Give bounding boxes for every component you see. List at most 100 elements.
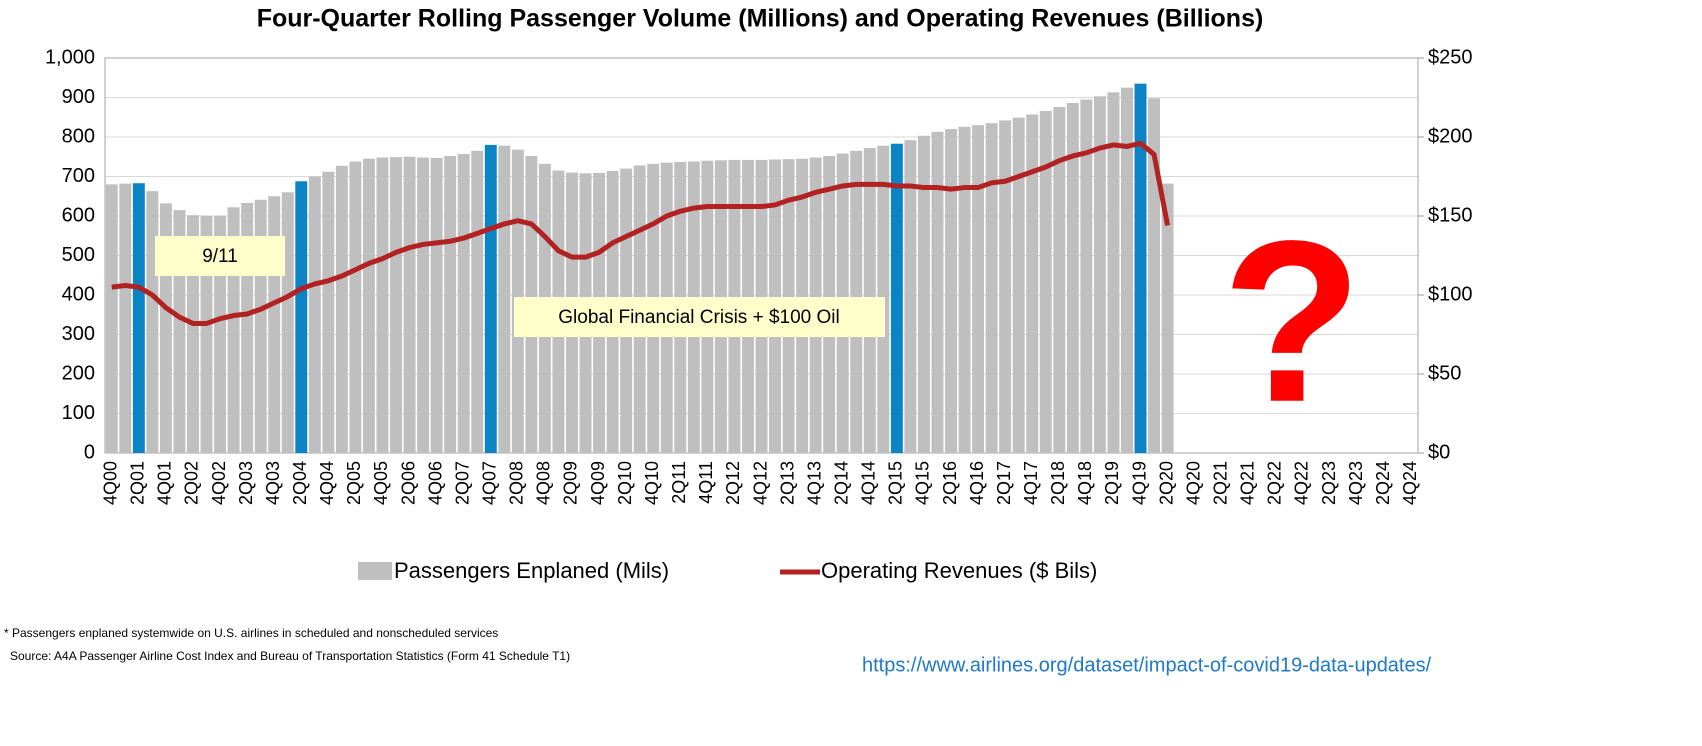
x-tick-label: 4Q10: [642, 461, 662, 505]
x-tick-label: 4Q05: [371, 461, 391, 505]
bar: [322, 171, 335, 453]
x-tick-label: 2Q03: [236, 461, 256, 505]
x-tick-label: 2Q17: [994, 461, 1014, 505]
y2-tick-label: $100: [1428, 283, 1473, 305]
x-tick-label: 2Q11: [669, 461, 689, 504]
x-tick-label: 2Q14: [831, 461, 851, 505]
bar: [119, 183, 132, 454]
x-tick-label: 4Q01: [155, 461, 175, 505]
y2-tick-label: $150: [1428, 204, 1473, 226]
x-tick-label: 2Q01: [128, 461, 148, 505]
x-tick-label: 4Q11: [696, 461, 716, 504]
bar: [335, 165, 348, 453]
bar: [1053, 106, 1066, 453]
x-tick-label: 2Q16: [940, 461, 960, 505]
x-tick-label: 2Q09: [561, 461, 581, 505]
x-tick-label: 2Q06: [398, 461, 418, 505]
x-tick-label: 4Q04: [317, 461, 337, 505]
x-tick-label: 4Q08: [534, 461, 554, 505]
bar: [295, 181, 308, 454]
y2-tick-label: $0: [1428, 441, 1450, 463]
x-tick-label: 2Q20: [1156, 461, 1176, 505]
bar: [349, 161, 362, 454]
x-tick-label: 2Q02: [182, 461, 202, 505]
bar: [132, 183, 145, 453]
bar: [268, 196, 281, 453]
bar: [214, 215, 227, 453]
bar: [1012, 117, 1025, 454]
annotation-box: [514, 297, 885, 337]
y-tick-label: 700: [62, 165, 95, 187]
bar: [227, 207, 240, 453]
bar: [1039, 110, 1052, 454]
x-tick-label: 4Q24: [1400, 461, 1420, 505]
bar: [1093, 96, 1106, 453]
x-tick-label: 2Q10: [615, 461, 635, 505]
x-tick-label: 4Q12: [750, 461, 770, 505]
x-tick-label: 2Q23: [1319, 461, 1339, 505]
y-tick-label: 800: [62, 125, 95, 147]
bar: [403, 156, 416, 453]
x-tick-label: 4Q07: [480, 461, 500, 505]
y2-tick-label: $50: [1428, 362, 1461, 384]
x-tick-label: 4Q06: [425, 461, 445, 505]
y-tick-label: 1,000: [45, 46, 95, 68]
line: [111, 140, 1171, 326]
x-tick-label: 4Q14: [859, 461, 879, 505]
bar: [105, 184, 118, 453]
x-tick-label: 4Q22: [1292, 461, 1312, 505]
y-tick-label: 400: [62, 283, 95, 305]
bar: [281, 192, 294, 454]
y-tick-label: 100: [62, 402, 95, 424]
x-tick-label: 4Q17: [1021, 461, 1041, 505]
bar: [241, 202, 254, 453]
y2-tick-label: $250: [1428, 46, 1473, 68]
x-tick-label: 2Q05: [344, 461, 364, 505]
legend-swatch: [358, 562, 392, 580]
bar: [471, 150, 484, 453]
bar: [945, 129, 957, 453]
bar: [985, 123, 998, 454]
bar: [1066, 103, 1079, 453]
annotation-box: [155, 236, 285, 276]
bar: [904, 140, 917, 453]
x-tick-label: 4Q18: [1075, 461, 1095, 505]
x-tick-label: 2Q13: [777, 461, 797, 505]
bar: [254, 199, 267, 453]
bar: [159, 203, 172, 453]
bar: [1121, 87, 1133, 453]
x-tick-label: 2Q22: [1265, 461, 1285, 505]
bar: [1134, 83, 1147, 454]
annotation: Global Financial Crisis + $100 Oil: [558, 307, 839, 328]
bar: [1107, 92, 1120, 454]
x-tick-label: 2Q12: [723, 461, 743, 505]
x-tick-label: 2Q24: [1373, 461, 1393, 505]
bar: [417, 157, 430, 454]
annotation: ?: [1222, 193, 1363, 450]
source-url: https://www.airlines.org/dataset/impact-…: [862, 654, 1432, 676]
legend-label: Passengers Enplaned (Mils): [394, 558, 669, 583]
x-tick-label: 2Q21: [1210, 461, 1230, 505]
bar: [376, 157, 389, 454]
bar: [390, 157, 402, 453]
bar: [444, 155, 457, 453]
bar: [917, 135, 930, 453]
y-tick-label: 600: [62, 204, 95, 226]
bar: [187, 215, 199, 453]
y-tick-label: 500: [62, 244, 95, 266]
bar: [308, 176, 321, 453]
bar: [972, 125, 985, 454]
x-tick-label: 4Q16: [967, 461, 987, 505]
bar: [430, 157, 443, 453]
x-tick-label: 4Q00: [101, 461, 121, 505]
bar: [999, 120, 1012, 453]
x-tick-label: 4Q13: [804, 461, 824, 505]
bar: [498, 145, 511, 453]
x-tick-label: 2Q04: [290, 461, 310, 505]
x-tick-label: 4Q03: [263, 461, 283, 505]
annotation: 9/11: [202, 246, 238, 267]
bar: [931, 131, 944, 454]
bar: [173, 210, 186, 453]
y-tick-label: 300: [62, 323, 95, 345]
